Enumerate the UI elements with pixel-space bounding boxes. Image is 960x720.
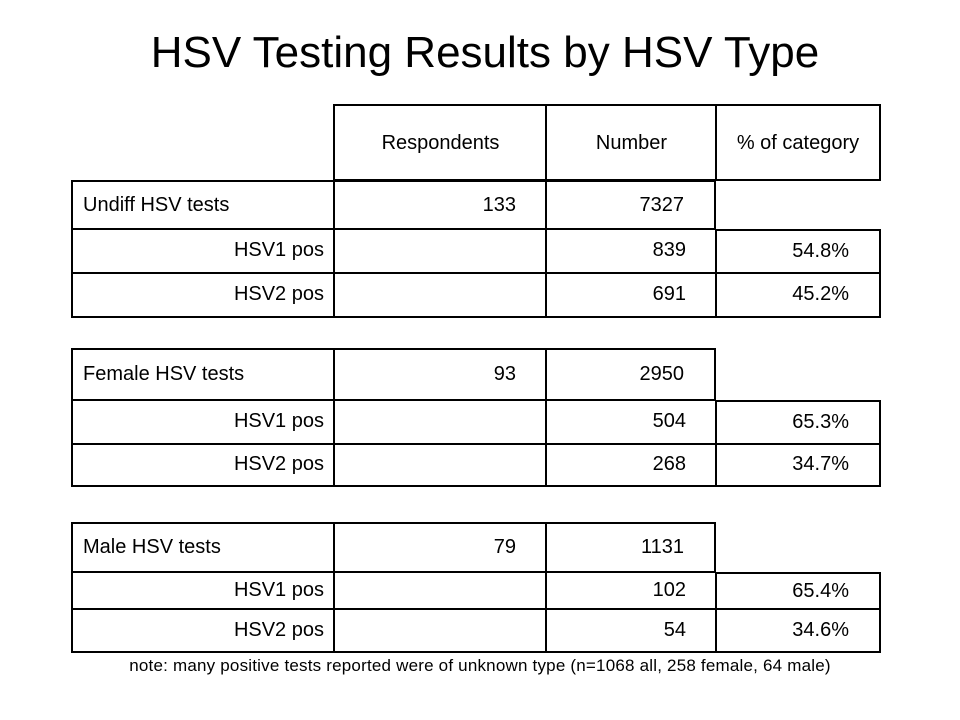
row-label-undiff-hsv2: HSV2 pos xyxy=(71,273,334,318)
group-respondents-undiff: 133 xyxy=(333,180,546,230)
header-number: Number xyxy=(545,104,716,181)
group-respondents-male: 79 xyxy=(333,522,546,573)
group-label-female: Female HSV tests xyxy=(71,348,334,401)
group-respondents-female: 93 xyxy=(333,348,546,401)
header-respondents: Respondents xyxy=(333,104,546,181)
row-number-male-hsv2: 54 xyxy=(545,609,716,653)
row-number-female-hsv1: 504 xyxy=(545,400,716,445)
group-label-male: Male HSV tests xyxy=(71,522,334,573)
row-label-male-hsv1: HSV1 pos xyxy=(71,572,334,610)
group-label-undiff: Undiff HSV tests xyxy=(71,180,334,230)
row-label-undiff-hsv1: HSV1 pos xyxy=(71,229,334,274)
header-percent: % of category xyxy=(715,104,881,181)
group-number-male: 1131 xyxy=(545,522,716,573)
row-percent-male-hsv2: 34.6% xyxy=(715,609,881,653)
row-number-undiff-hsv1: 839 xyxy=(545,229,716,274)
row-respondents-male-hsv1 xyxy=(333,572,546,610)
row-respondents-undiff-hsv2 xyxy=(333,273,546,318)
row-label-male-hsv2: HSV2 pos xyxy=(71,609,334,653)
row-percent-female-hsv1: 65.3% xyxy=(715,400,881,445)
row-number-male-hsv1: 102 xyxy=(545,572,716,610)
row-number-female-hsv2: 268 xyxy=(545,444,716,487)
slide-title: HSV Testing Results by HSV Type xyxy=(150,28,820,77)
row-percent-undiff-hsv2: 45.2% xyxy=(715,273,881,318)
group-number-undiff: 7327 xyxy=(545,180,716,230)
row-label-female-hsv2: HSV2 pos xyxy=(71,444,334,487)
group-number-female: 2950 xyxy=(545,348,716,401)
row-percent-undiff-hsv1: 54.8% xyxy=(715,229,881,274)
footnote: note: many positive tests reported were … xyxy=(129,656,831,675)
row-respondents-undiff-hsv1 xyxy=(333,229,546,274)
row-respondents-female-hsv2 xyxy=(333,444,546,487)
row-number-undiff-hsv2: 691 xyxy=(545,273,716,318)
row-percent-female-hsv2: 34.7% xyxy=(715,444,881,487)
row-respondents-female-hsv1 xyxy=(333,400,546,445)
row-percent-male-hsv1: 65.4% xyxy=(715,572,881,610)
row-label-female-hsv1: HSV1 pos xyxy=(71,400,334,445)
row-respondents-male-hsv2 xyxy=(333,609,546,653)
